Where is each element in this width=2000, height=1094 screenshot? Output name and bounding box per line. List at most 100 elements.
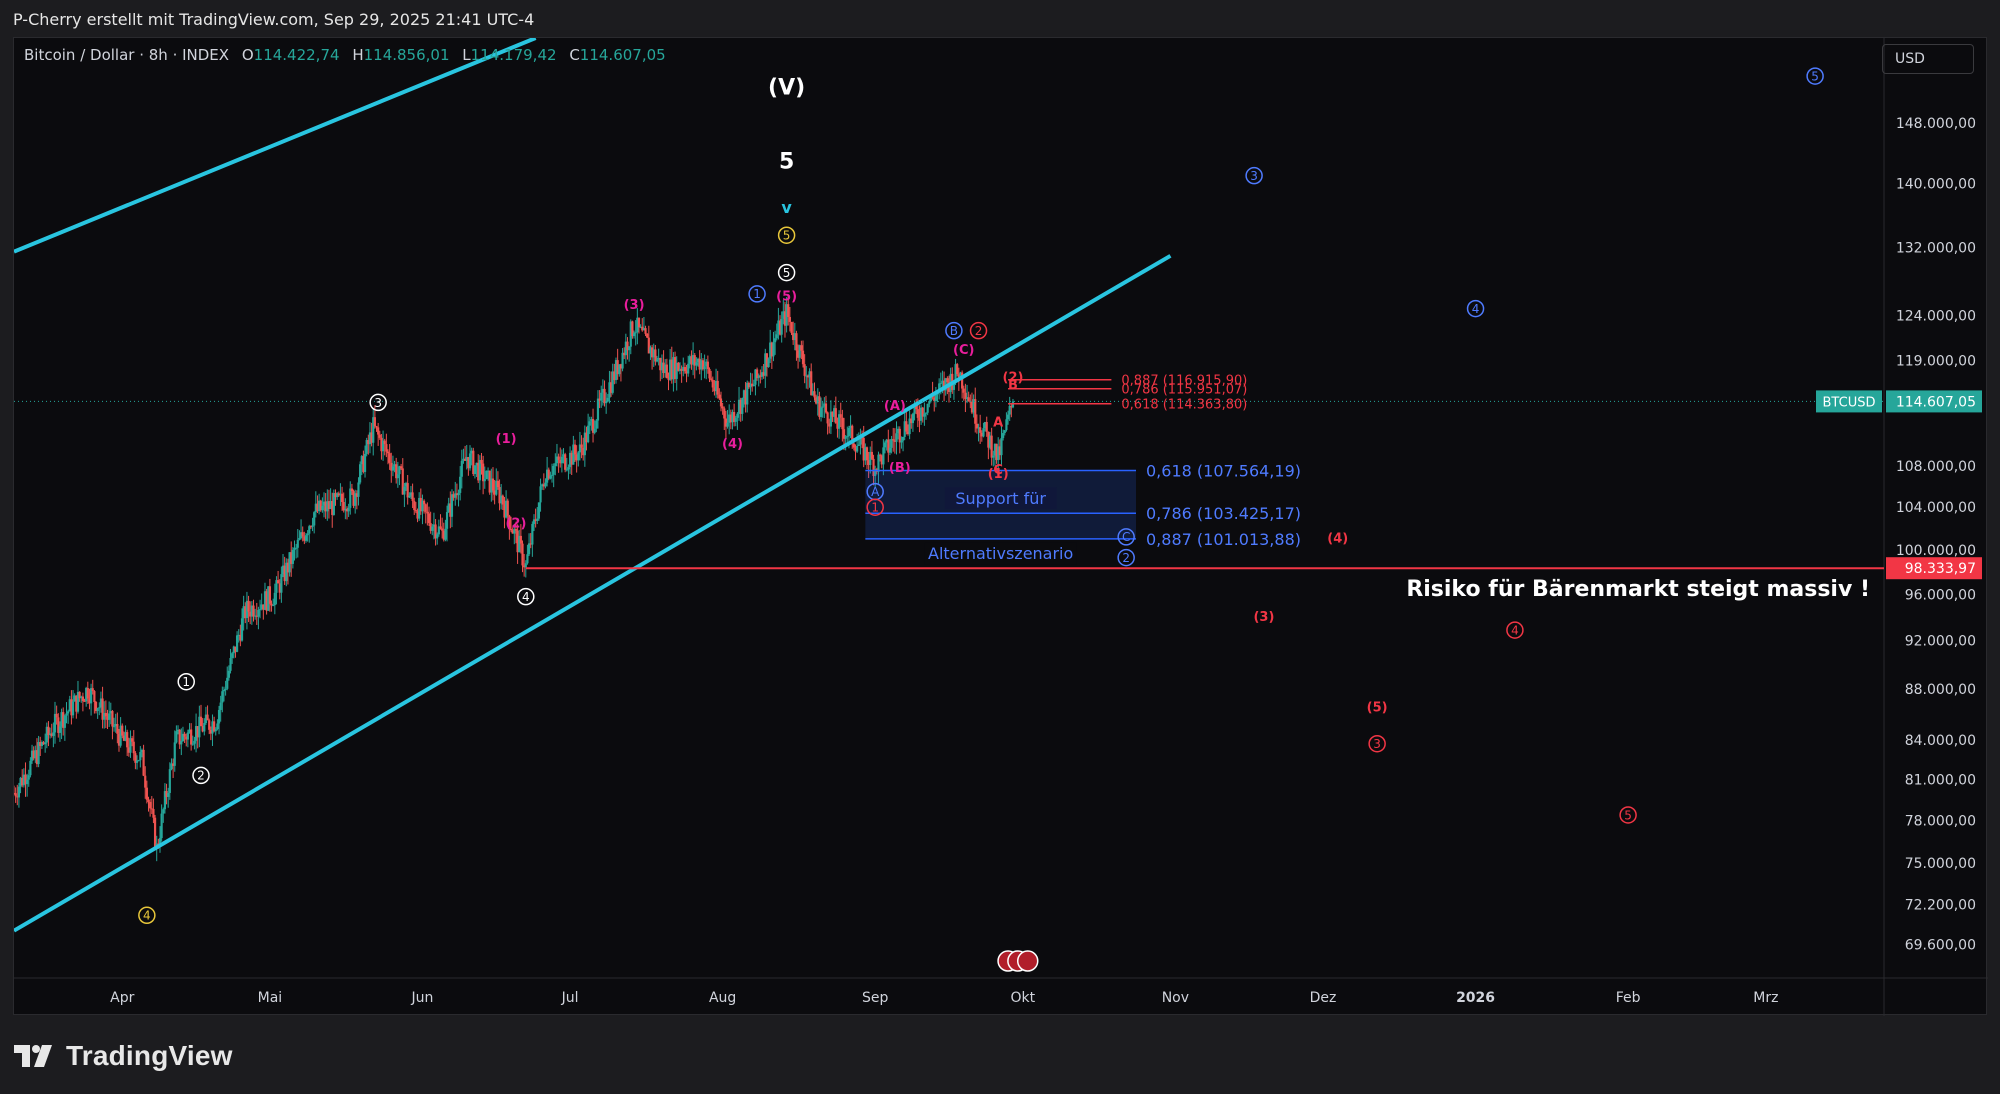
candle-body [67, 711, 70, 714]
candle-body [706, 361, 709, 369]
candle-body [96, 708, 99, 712]
candle-body [754, 369, 757, 385]
candle-body [582, 447, 585, 456]
wave-label: 1 [182, 675, 190, 689]
candle-body [385, 444, 388, 452]
candle-body [93, 691, 96, 702]
candle-body [390, 462, 393, 471]
wave-label-ring [1117, 548, 1135, 567]
chart-panel[interactable]: 148.000,00 140.000,00 132.000,00 124.000,00… [13, 37, 1988, 1016]
candle-body [365, 440, 368, 454]
candle-body [1010, 405, 1013, 408]
candle-body [254, 615, 257, 617]
candle-body [746, 382, 749, 405]
x-tick-label: Jul [561, 990, 579, 1006]
candle-body [286, 562, 290, 573]
candle-body [135, 760, 139, 763]
candle-body [408, 495, 411, 498]
candle-body [531, 523, 534, 545]
candle-body [1008, 405, 1011, 415]
candle-body [457, 492, 460, 496]
candle-body [227, 670, 230, 678]
candle-body [62, 712, 65, 728]
candle-body [796, 350, 800, 358]
candle-body [926, 403, 929, 413]
candle-body [890, 439, 893, 448]
candle-body [842, 429, 846, 439]
candle-body [83, 700, 86, 702]
x-tick-label: Sep [862, 990, 889, 1006]
candle-body [811, 391, 814, 396]
candle-body [293, 547, 296, 550]
candle-body [235, 635, 239, 652]
candle-body [418, 497, 421, 519]
candle-body [865, 447, 869, 461]
ohlc-legend: Bitcoin / Dollar · 8h · INDEX O114.422,7… [24, 46, 666, 64]
candle-body [598, 398, 601, 401]
candle-body [997, 446, 1000, 461]
candle-body [910, 418, 913, 424]
candle-body [22, 774, 25, 786]
candle-body [495, 480, 498, 495]
candle-body [398, 466, 401, 475]
candle-body [667, 378, 670, 380]
x-tick-label: Nov [1162, 990, 1189, 1006]
candle-body [147, 799, 150, 802]
candle-body [1005, 419, 1008, 431]
candle-body [295, 547, 298, 549]
candle-body [608, 382, 611, 398]
candle-body [636, 317, 639, 333]
candle-body [53, 713, 57, 733]
candle-body [669, 359, 672, 380]
wave-label: 2 [197, 769, 205, 783]
candle-body [774, 338, 777, 343]
candle-body [393, 464, 396, 467]
candle-body [117, 733, 121, 746]
candle-body [505, 500, 508, 518]
fib-red-label: 0,618 (114.363,80) [1121, 398, 1247, 413]
tradingview-logo[interactable]: TradingView [14, 1040, 233, 1072]
candle-body [78, 691, 81, 699]
y-tick-label: 100.000,00 [1896, 543, 1976, 559]
candle-body [37, 742, 40, 765]
candle-body [58, 726, 62, 733]
candle-body [388, 453, 391, 463]
candle-body [988, 435, 992, 448]
symbol-label[interactable]: Bitcoin / Dollar · 8h · INDEX [24, 46, 230, 64]
candle-body [742, 390, 746, 399]
candle-body [229, 657, 232, 671]
candle-body [193, 740, 196, 744]
candle-body [342, 502, 345, 511]
candle-body [577, 452, 580, 461]
wave-label-ring [1619, 806, 1637, 824]
candle-body [626, 341, 629, 351]
candle-body [546, 469, 549, 483]
candle-body [564, 454, 567, 470]
currency-selector[interactable]: USD [1882, 44, 1974, 74]
candle-body [468, 453, 472, 469]
candle-body [60, 712, 63, 727]
wave-label: C [1122, 530, 1130, 544]
price-chart[interactable]: 148.000,00 140.000,00 132.000,00 124.000,00… [14, 38, 1988, 1016]
candle-body [841, 417, 844, 430]
candle-body [532, 519, 536, 524]
y-tick-label: 124.000,00 [1896, 309, 1976, 325]
candle-body [299, 532, 303, 538]
candle-body [316, 503, 319, 512]
candle-body [734, 417, 737, 422]
candle-body [319, 500, 322, 511]
candle-body [40, 742, 43, 747]
candle-body [670, 359, 673, 380]
candle-body [380, 437, 383, 452]
candle-body [764, 353, 767, 376]
candle-body [970, 402, 974, 413]
candle-body [157, 843, 160, 845]
candle-body [198, 716, 201, 738]
candle-body [775, 334, 778, 339]
candle-body [537, 502, 541, 519]
candle-body [983, 421, 987, 429]
candle-body [908, 418, 911, 435]
candle-body [355, 493, 358, 497]
candle-body [792, 332, 795, 341]
y-tick-label: 69.600,00 [1905, 938, 1976, 954]
